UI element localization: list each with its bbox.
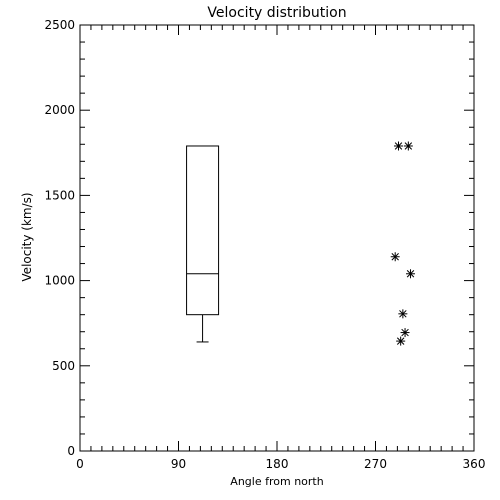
scatter-point bbox=[390, 252, 400, 262]
chart-title: Velocity distribution bbox=[207, 5, 346, 21]
scatter-point bbox=[393, 141, 403, 151]
scatter-point bbox=[406, 269, 416, 279]
asterisk-stroke bbox=[396, 337, 405, 345]
x-tick-label: 180 bbox=[266, 457, 289, 471]
y-tick-label: 2500 bbox=[44, 18, 75, 32]
y-axis-label: Velocity (km/s) bbox=[20, 192, 34, 281]
data-marks bbox=[186, 141, 416, 346]
scatter-point bbox=[400, 328, 410, 338]
x-tick-label: 270 bbox=[364, 457, 387, 471]
asterisk-stroke bbox=[401, 328, 409, 337]
asterisk-stroke bbox=[394, 142, 403, 150]
asterisk-stroke bbox=[391, 253, 399, 261]
scatter-point bbox=[398, 309, 408, 319]
scatter-point bbox=[403, 141, 413, 151]
y-tick-label: 500 bbox=[52, 359, 75, 373]
x-tick-label: 360 bbox=[463, 457, 486, 471]
y-tick-label: 1500 bbox=[44, 188, 75, 202]
asterisk-stroke bbox=[406, 270, 415, 278]
y-tick-label: 1000 bbox=[44, 274, 75, 288]
axis-ticks: 0 90 180 270 360 0 500 1000 1500 2000 2500 bbox=[44, 18, 485, 471]
x-tick-label: 0 bbox=[76, 457, 84, 471]
y-tick-label: 0 bbox=[67, 444, 75, 458]
scatter-point bbox=[396, 336, 406, 346]
asterisk-stroke bbox=[404, 142, 413, 150]
asterisk-stroke bbox=[399, 310, 407, 318]
x-tick-label: 90 bbox=[171, 457, 186, 471]
x-axis-label: Angle from north bbox=[230, 475, 323, 488]
box-iqr bbox=[186, 145, 220, 316]
y-tick-label: 2000 bbox=[44, 103, 75, 117]
plot-frame bbox=[79, 24, 475, 452]
